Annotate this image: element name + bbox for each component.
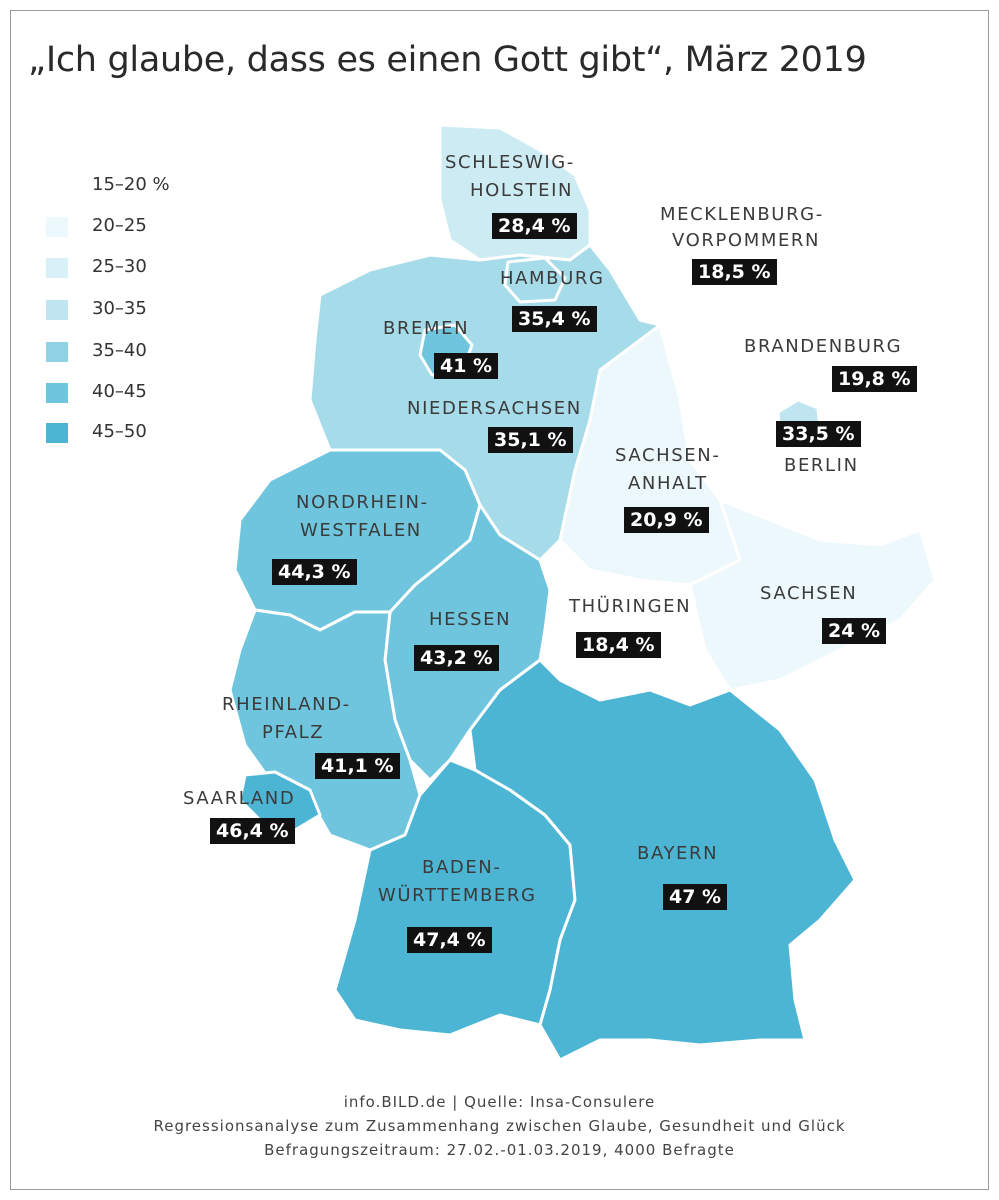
legend-swatch [46,423,68,443]
legend-swatch [46,300,68,320]
footer-period: Befragungszeitraum: 27.02.-01.03.2019, 4… [264,1141,735,1159]
label-sachsen-anhalt-1: SACHSEN- [615,445,721,466]
label-hamburg: HAMBURG [500,268,605,289]
legend-swatch [46,176,68,196]
state-saarland [238,770,322,832]
value-berlin: 33,5 % [776,421,861,447]
label-mecklenburg-vorpommern-1: MECKLENBURG- [660,204,824,225]
label-bremen: BREMEN [383,318,470,339]
value-saarland: 46,4 % [210,818,295,844]
label-schleswig-holstein-1: SCHLESWIG- [445,152,575,173]
label-sachsen-anhalt-2: ANHALT [628,473,708,494]
legend-swatch [46,383,68,403]
legend-swatch [46,342,68,362]
value-niedersachsen: 35,1 % [488,427,573,453]
value-nordrhein-westfalen: 44,3 % [272,559,357,585]
value-bayern: 47 % [663,884,728,910]
value-brandenburg: 19,8 % [832,366,917,392]
value-hessen: 43,2 % [414,645,499,671]
footer-source: info.BILD.de | Quelle: Insa-Consulere [343,1093,656,1111]
legend-label: 45–50 [92,421,147,442]
value-hamburg: 35,4 % [512,306,597,332]
label-niedersachsen: NIEDERSACHSEN [407,398,582,419]
label-saarland: SAARLAND [183,788,296,809]
legend-label: 20–25 [92,215,147,236]
legend-swatch [46,258,68,278]
label-nordrhein-westfalen-1: NORDRHEIN- [296,492,429,513]
map-title: „Ich glaube, dass es einen Gott gibt“, M… [28,40,867,80]
value-sachsen: 24 % [822,618,887,644]
legend-swatch [46,217,68,237]
footer-method: Regressionsanalyse zum Zusammenhang zwis… [153,1117,846,1135]
label-rheinland-pfalz-1: RHEINLAND- [222,694,351,715]
value-bremen: 41 % [434,353,499,379]
legend-label: 35–40 [92,340,147,361]
value-mecklenburg-vorpommern: 18,5 % [692,259,777,285]
legend-label: 30–35 [92,298,147,319]
label-sachsen: SACHSEN [760,583,858,604]
legend-label: 40–45 [92,381,147,402]
state-hamburg [503,256,567,304]
label-mecklenburg-vorpommern-2: VORPOMMERN [672,230,821,251]
label-nordrhein-westfalen-2: WESTFALEN [300,520,422,541]
label-rheinland-pfalz-2: PFALZ [262,722,325,743]
label-brandenburg: BRANDENBURG [744,336,903,357]
value-rheinland-pfalz: 41,1 % [315,753,400,779]
state-bayern [468,658,857,1062]
label-schleswig-holstein-2: HOLSTEIN [470,180,574,201]
label-berlin: BERLIN [784,455,859,476]
value-baden-wuerttemberg: 47,4 % [407,927,492,953]
label-baden-wuerttemberg-1: BADEN- [422,857,502,878]
value-sachsen-anhalt: 20,9 % [624,507,709,533]
value-thueringen: 18,4 % [576,632,661,658]
label-hessen: HESSEN [429,609,512,630]
label-baden-wuerttemberg-2: WÜRTTEMBERG [378,885,537,906]
legend-label: 15–20 % [92,174,170,195]
value-schleswig-holstein: 28,4 % [492,213,577,239]
label-thueringen: THÜRINGEN [569,596,692,617]
legend-label: 25–30 [92,256,147,277]
label-bayern: BAYERN [637,843,719,864]
